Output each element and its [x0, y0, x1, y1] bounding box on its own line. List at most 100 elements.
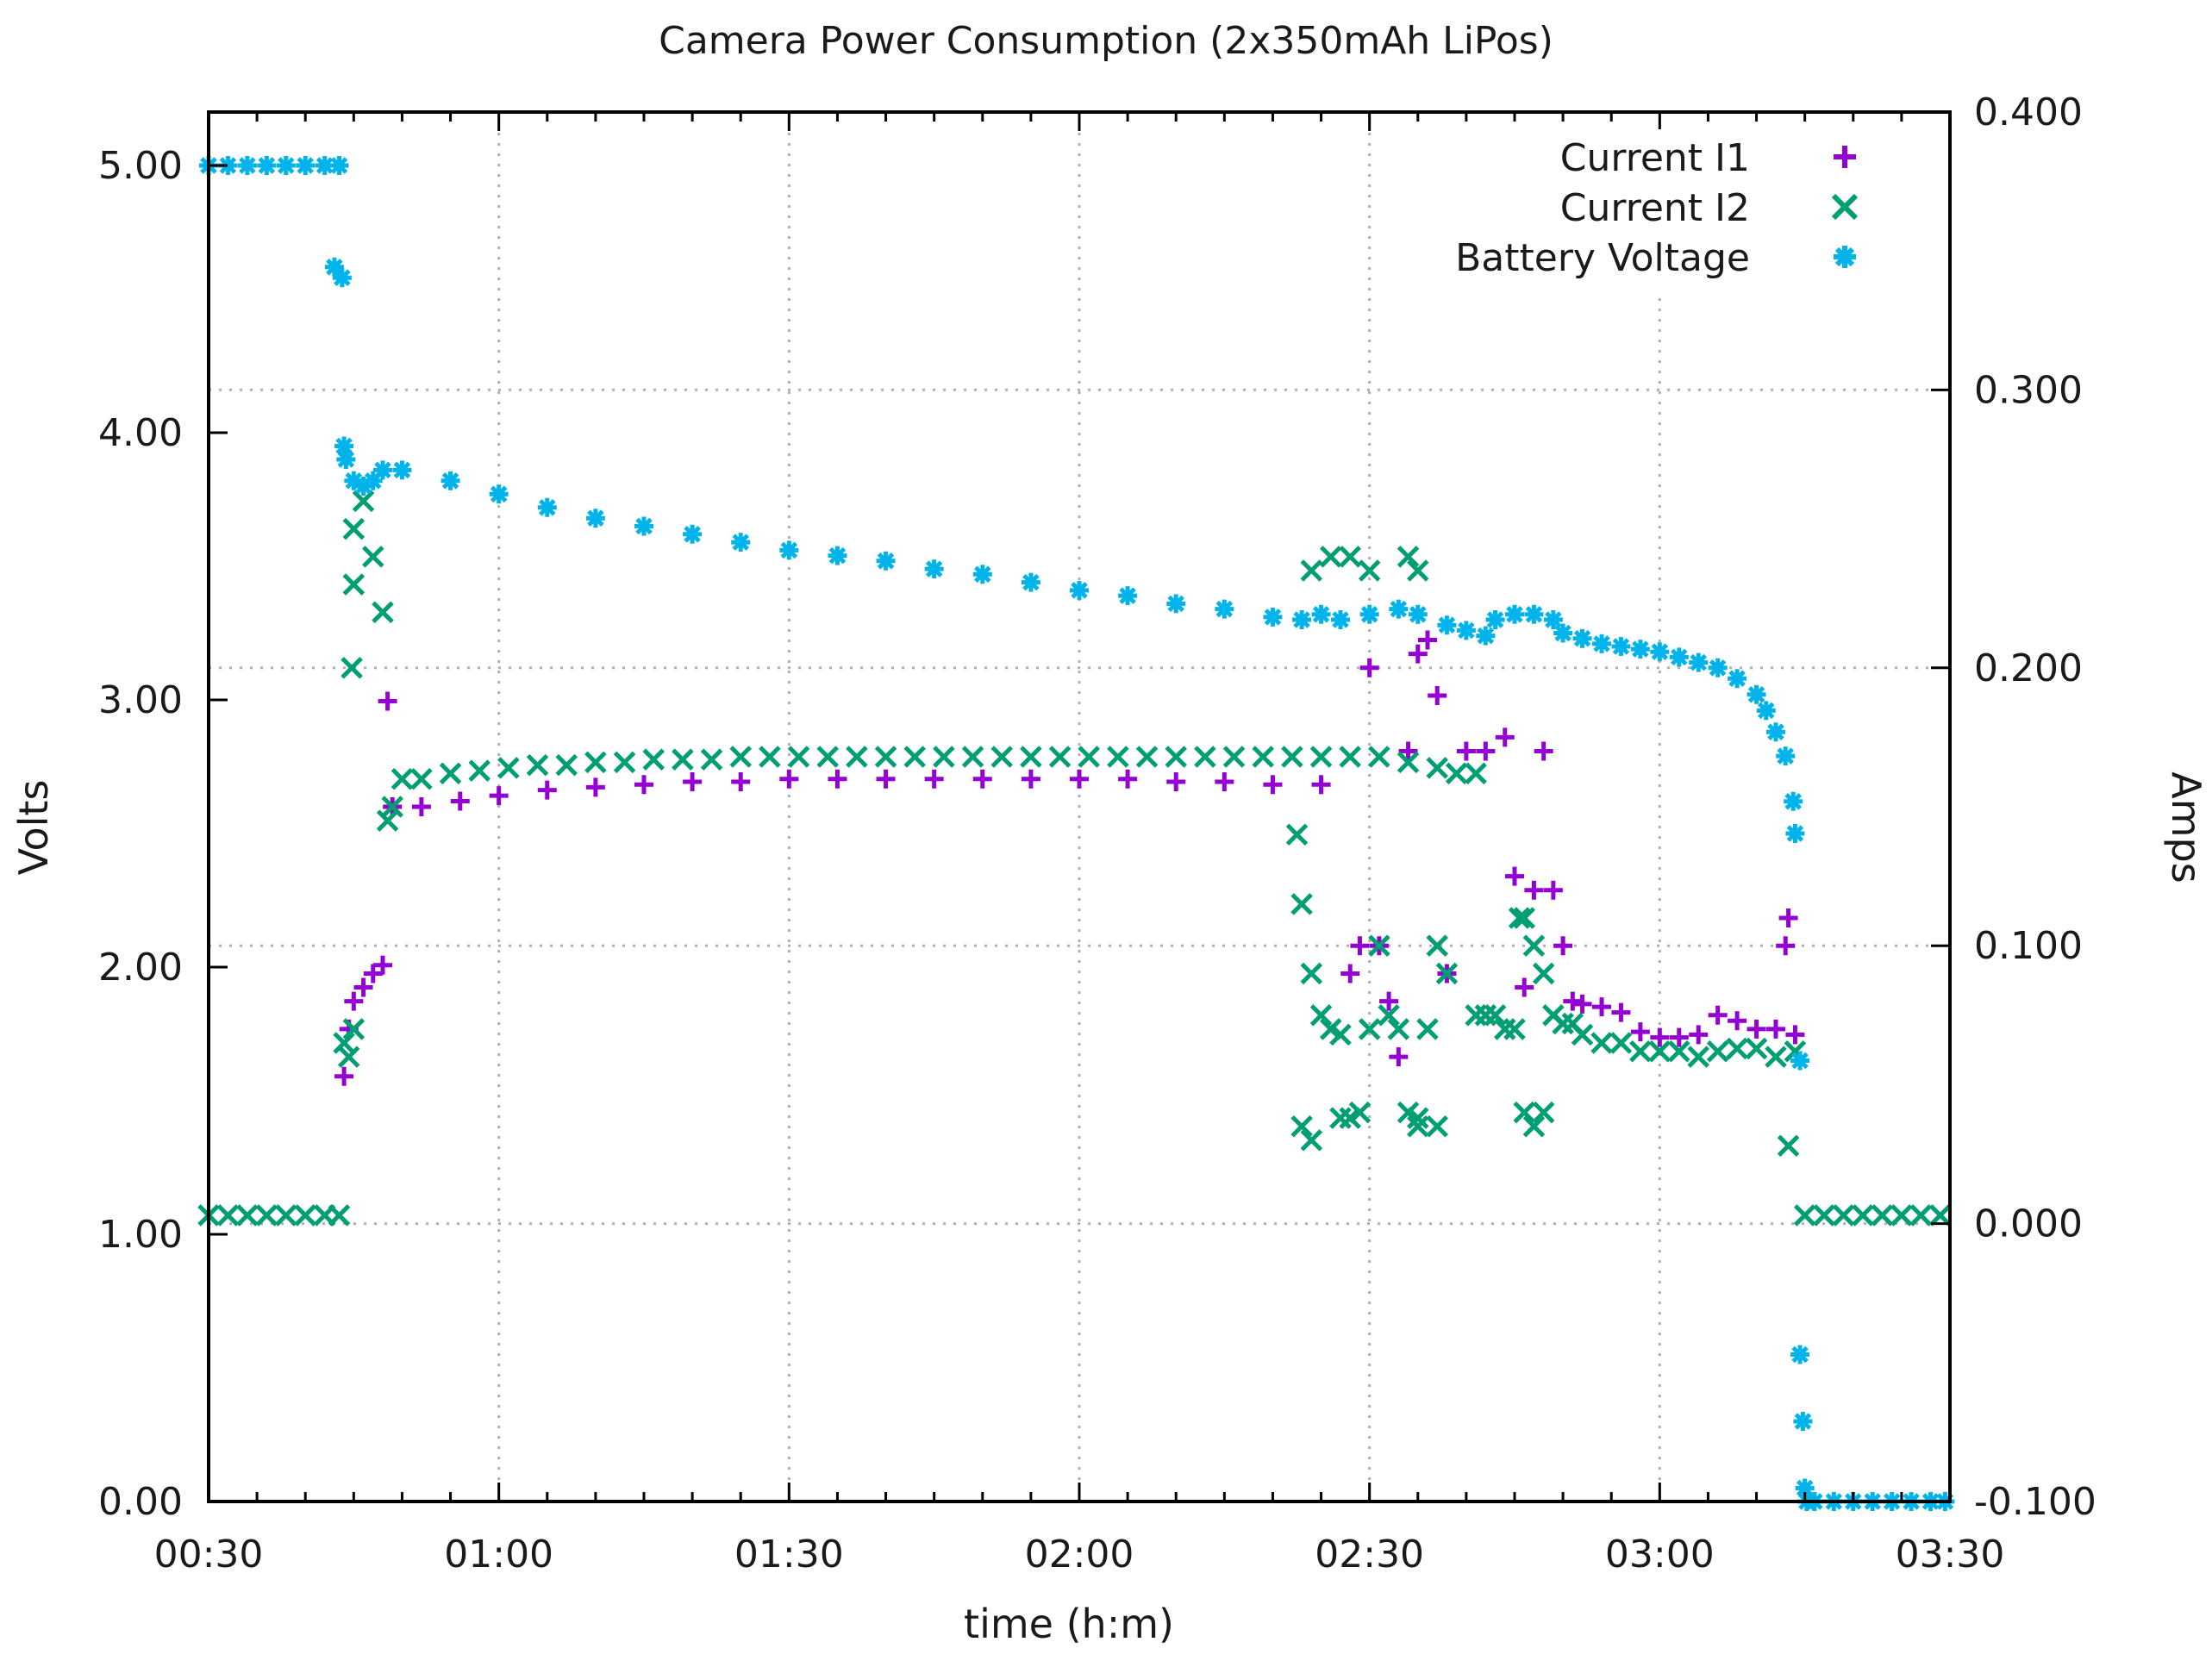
point-battery-voltage	[1524, 604, 1544, 624]
point-battery-voltage	[1359, 604, 1379, 624]
point-battery-voltage	[1572, 628, 1592, 648]
x-tick-label: 02:00	[1025, 1533, 1134, 1576]
point-current-i2	[1378, 1004, 1400, 1027]
point-battery-voltage	[1728, 669, 1747, 689]
point-current-i2	[294, 1204, 316, 1227]
point-current-i2	[1397, 546, 1420, 568]
point-current-i2	[497, 757, 520, 779]
point-current-i1	[1534, 741, 1553, 761]
point-current-i1	[1572, 994, 1592, 1014]
y-tick-label: 1.00	[98, 1213, 183, 1257]
point-current-i1	[1359, 658, 1379, 677]
point-current-i1	[1785, 1025, 1805, 1045]
point-battery-voltage	[972, 565, 992, 584]
point-current-i2	[439, 762, 462, 785]
x-tick-label: 01:00	[444, 1533, 553, 1576]
point-current-i2	[526, 753, 549, 777]
point-current-i2	[1407, 1107, 1429, 1129]
point-current-i2	[1793, 1204, 1816, 1227]
point-battery-voltage	[779, 540, 799, 560]
point-current-i2	[1358, 1018, 1381, 1040]
point-current-i1	[1070, 769, 1089, 789]
point-current-i2	[874, 746, 897, 768]
point-battery-voltage	[1708, 658, 1728, 677]
point-current-i2	[341, 657, 363, 679]
point-current-i1	[1311, 775, 1331, 795]
point-current-i1	[1592, 997, 1611, 1017]
chart-title: Camera Power Consumption (2x350mAh LiPos…	[659, 19, 1553, 63]
point-battery-voltage	[1292, 610, 1312, 629]
point-battery-voltage	[1795, 1478, 1815, 1498]
point-current-i1	[1689, 1025, 1709, 1045]
point-current-i2	[1532, 962, 1555, 985]
point-battery-voltage	[1785, 824, 1805, 843]
point-current-i1	[334, 1066, 354, 1086]
point-current-i2	[1329, 1023, 1352, 1046]
point-battery-voltage	[1790, 1051, 1810, 1071]
point-current-i2	[1368, 746, 1390, 768]
axes: 00:30 01:00 01:30 02:00 02:30 03:00 03:30 0.00 1…	[98, 91, 2096, 1576]
point-current-i2	[1397, 751, 1420, 774]
point-battery-voltage	[1118, 586, 1138, 606]
point-battery-voltage	[441, 471, 460, 490]
point-current-i1	[1524, 880, 1544, 900]
point-battery-voltage	[1215, 599, 1234, 619]
y2-tick-label: 0.300	[1974, 368, 2083, 412]
point-battery-voltage	[336, 450, 356, 469]
point-current-i2	[1290, 1114, 1313, 1138]
point-battery-voltage	[332, 268, 352, 288]
point-current-i2	[903, 746, 926, 768]
point-current-i1	[924, 769, 944, 789]
point-current-i2	[1832, 1204, 1855, 1227]
point-current-i1	[1476, 741, 1496, 761]
y2-axis-label: Amps	[2163, 771, 2209, 883]
point-current-i1	[411, 797, 431, 816]
point-current-i1	[634, 775, 653, 795]
point-current-i2	[816, 746, 839, 768]
y2-tick-label: 0.400	[1974, 91, 2083, 134]
point-current-i1	[1669, 1027, 1689, 1047]
point-current-i2	[1387, 1018, 1410, 1040]
point-current-i2	[1165, 746, 1187, 768]
point-current-i1	[373, 955, 392, 975]
point-battery-voltage	[1776, 746, 1796, 766]
point-current-i2	[1929, 1204, 1952, 1227]
point-current-i2	[1532, 1101, 1555, 1124]
point-current-i1	[1563, 991, 1583, 1011]
point-current-i1	[344, 991, 364, 1011]
point-current-i1	[1708, 1005, 1728, 1025]
y2-tick-label: 0.100	[1974, 924, 2083, 968]
point-current-i1	[450, 791, 470, 811]
legend-marker-current-i1	[1834, 146, 1856, 168]
x-tick-label: 03:30	[1896, 1533, 2005, 1576]
point-current-i2	[584, 751, 607, 774]
point-battery-voltage	[373, 460, 392, 480]
point-battery-voltage	[683, 524, 703, 544]
point-current-i2	[381, 796, 403, 818]
point-current-i2	[1508, 907, 1531, 929]
point-current-i2	[362, 546, 384, 568]
point-battery-voltage	[489, 484, 509, 504]
point-current-i2	[729, 746, 752, 768]
y2-tick-label: -0.100	[1974, 1480, 2096, 1524]
point-battery-voltage	[1790, 1345, 1810, 1364]
legend-label-battery-voltage: Battery Voltage	[1455, 236, 1750, 280]
point-current-i1	[683, 771, 703, 791]
y-tick-label: 0.00	[98, 1480, 183, 1524]
legend-label-current-i1: Current I1	[1560, 136, 1750, 180]
point-current-i2	[1571, 1023, 1594, 1046]
point-current-i2	[1765, 1046, 1787, 1068]
point-current-i2	[376, 809, 399, 832]
point-current-i2	[1339, 746, 1361, 768]
point-current-i1	[972, 769, 992, 789]
point-current-i1	[1766, 1019, 1785, 1039]
point-current-i2	[1629, 1040, 1652, 1063]
point-battery-voltage	[1331, 610, 1350, 629]
point-current-i1	[1543, 880, 1563, 900]
point-current-i2	[275, 1204, 297, 1227]
point-current-i2	[372, 601, 394, 624]
point-battery-voltage	[1070, 580, 1089, 600]
legend-label-current-i2: Current I2	[1560, 186, 1750, 230]
point-current-i2	[1222, 746, 1246, 768]
